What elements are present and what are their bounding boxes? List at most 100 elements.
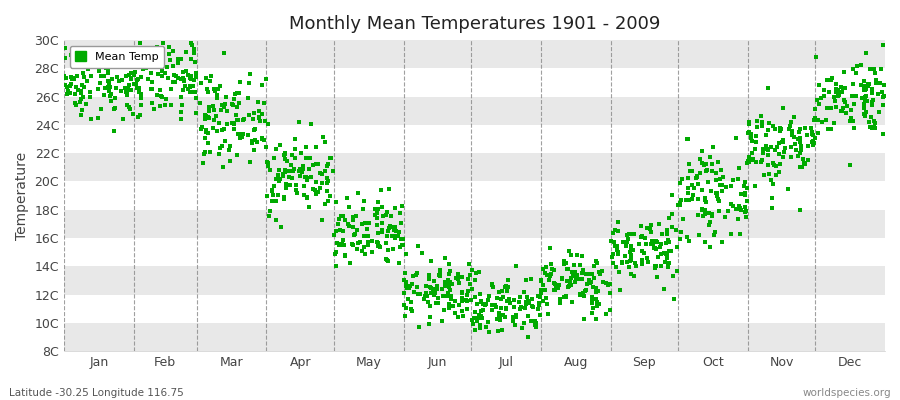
Point [201, 88, 215, 95]
Point [107, 95, 122, 101]
Point [367, 212, 382, 218]
Point [744, 137, 759, 144]
Point [212, 151, 227, 157]
Point [255, 82, 269, 88]
Point [557, 261, 572, 268]
Point [468, 277, 482, 284]
Point [702, 222, 716, 228]
Point [338, 217, 352, 223]
Point [742, 153, 756, 160]
Point [255, 134, 269, 141]
Point [336, 242, 350, 248]
Point [574, 276, 589, 282]
Point [245, 140, 259, 146]
Point [421, 299, 436, 306]
Point [518, 277, 533, 283]
Point [611, 251, 625, 258]
Point [101, 84, 115, 90]
Point [455, 298, 470, 304]
Point [624, 257, 638, 264]
Point [236, 117, 250, 124]
Point [500, 298, 514, 304]
Point [102, 79, 116, 86]
Point [794, 147, 808, 154]
Point [793, 139, 807, 146]
Point [685, 168, 699, 174]
Point [441, 280, 455, 286]
Point [124, 76, 139, 82]
Point [189, 74, 203, 80]
Point [289, 186, 303, 193]
Point [407, 289, 421, 295]
Point [271, 173, 285, 180]
Point [797, 160, 812, 167]
Point [74, 96, 88, 102]
Point [161, 51, 176, 58]
Point [170, 75, 184, 82]
Point [178, 49, 193, 56]
Point [850, 93, 864, 99]
Point [440, 277, 454, 283]
Point [348, 212, 363, 219]
Point [388, 205, 402, 212]
Point [277, 156, 292, 162]
Point [302, 204, 316, 210]
Point [847, 101, 861, 107]
Point [624, 252, 638, 258]
Point [279, 168, 293, 174]
Point [115, 77, 130, 84]
Point [544, 271, 558, 277]
Point [788, 141, 803, 148]
Point [692, 232, 706, 238]
Point [86, 45, 101, 51]
Point [80, 60, 94, 67]
Point [283, 182, 297, 188]
Point [854, 62, 868, 69]
Bar [64, 97, 885, 125]
Point [663, 248, 678, 254]
Point [94, 73, 108, 80]
Point [462, 260, 476, 267]
Point [144, 86, 158, 92]
Point [371, 240, 385, 246]
Point [876, 93, 890, 100]
Point [695, 148, 709, 154]
Point [69, 102, 84, 108]
Point [130, 59, 144, 65]
Point [698, 211, 712, 218]
Point [774, 125, 788, 132]
Point [875, 89, 889, 95]
Point [461, 288, 475, 294]
Point [544, 266, 559, 272]
Point [592, 301, 607, 307]
Point [356, 198, 371, 204]
Point [501, 284, 516, 290]
Point [332, 227, 347, 233]
Point [760, 146, 774, 152]
Point [773, 160, 788, 167]
Point [426, 286, 440, 292]
Point [784, 154, 798, 160]
Point [242, 80, 256, 86]
Point [171, 60, 185, 66]
Point [766, 159, 780, 166]
Point [485, 302, 500, 308]
Point [472, 268, 486, 275]
Point [808, 115, 823, 122]
Point [400, 251, 414, 258]
Point [442, 271, 456, 277]
Point [837, 96, 851, 103]
Point [433, 269, 447, 276]
Point [797, 160, 812, 167]
Point [183, 75, 197, 82]
Point [70, 86, 85, 93]
Point [742, 129, 756, 135]
Point [638, 234, 652, 241]
Point [662, 260, 676, 266]
Point [392, 259, 407, 266]
Point [120, 86, 134, 93]
Point [755, 123, 770, 129]
Point [225, 120, 239, 126]
Point [236, 130, 250, 137]
Point [175, 102, 189, 108]
